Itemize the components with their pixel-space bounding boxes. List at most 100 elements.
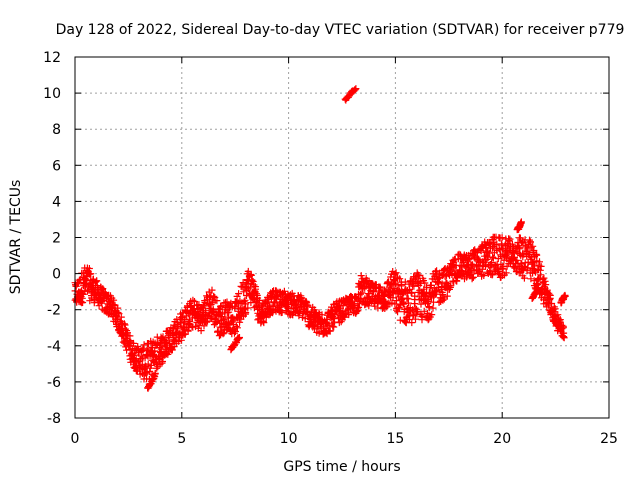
data-point	[93, 282, 101, 290]
data-point	[516, 234, 524, 242]
data-point	[412, 315, 419, 323]
data-point	[266, 301, 274, 309]
data-point	[357, 272, 365, 280]
data-point	[440, 265, 448, 273]
data-point	[213, 297, 221, 305]
data-point	[394, 308, 402, 316]
data-point	[259, 317, 267, 325]
data-point	[354, 304, 362, 312]
data-point	[142, 369, 150, 377]
data-point	[530, 247, 538, 254]
data-point	[253, 290, 260, 298]
data-point	[506, 235, 514, 243]
data-point	[498, 240, 506, 248]
data-point	[530, 262, 538, 270]
data-point	[233, 324, 241, 332]
data-point	[498, 234, 506, 242]
data-point	[421, 279, 429, 287]
data-point	[443, 292, 451, 300]
data-point	[130, 339, 137, 347]
data-point	[231, 329, 238, 337]
data-point	[529, 258, 537, 266]
data-point	[197, 327, 205, 335]
data-point	[200, 322, 208, 330]
data-point	[515, 269, 523, 277]
data-point	[401, 278, 409, 286]
data-point	[560, 333, 568, 341]
data-point	[429, 304, 437, 312]
data-point	[561, 292, 569, 300]
data-point	[329, 322, 337, 330]
data-point	[249, 278, 257, 285]
data-point	[114, 309, 122, 317]
data-point	[260, 319, 268, 327]
data-point	[189, 296, 197, 304]
data-point	[537, 271, 545, 279]
y-tick-label: -2	[47, 303, 61, 319]
data-point	[401, 317, 409, 325]
y-tick-label: -4	[47, 339, 61, 355]
data-point	[272, 287, 280, 295]
data-point	[219, 330, 227, 338]
data-point	[541, 277, 549, 285]
data-point	[513, 256, 521, 264]
data-point	[236, 318, 244, 326]
y-tick-label: 4	[52, 194, 61, 210]
data-point	[383, 303, 391, 311]
data-point	[144, 360, 152, 368]
data-point	[520, 274, 528, 282]
x-tick-label: 15	[386, 431, 404, 447]
data-point	[365, 302, 373, 310]
axis-ticks	[74, 56, 610, 419]
data-point	[363, 293, 371, 301]
y-tick-label: 10	[43, 86, 61, 102]
data-point	[93, 277, 101, 285]
data-point	[140, 341, 148, 349]
data-point	[428, 311, 436, 319]
data-point	[244, 304, 252, 312]
data-point	[121, 321, 129, 329]
data-point	[551, 305, 559, 313]
y-tick-label: 2	[52, 231, 61, 247]
data-point	[358, 289, 366, 297]
data-point	[542, 281, 550, 289]
data-point	[407, 307, 415, 315]
tick-labels: 0 5 10 15 20 25 -8 -6 -4 -2 0 2 4 6 8 10 12	[43, 50, 618, 447]
data-point	[353, 308, 361, 316]
y-tick-label: 8	[52, 122, 61, 138]
x-tick-label: 20	[493, 431, 511, 447]
data-point	[191, 298, 198, 305]
data-point	[399, 298, 407, 306]
data-point	[79, 290, 87, 298]
data-point	[224, 324, 232, 332]
data-point	[537, 262, 545, 270]
x-tick-label: 0	[71, 431, 80, 447]
data-point	[439, 296, 447, 304]
y-tick-label: 6	[52, 158, 61, 174]
x-tick-label: 5	[177, 431, 186, 447]
data-point	[404, 295, 412, 303]
y-tick-label: -8	[47, 411, 61, 427]
data-point	[75, 276, 83, 284]
data-point	[287, 291, 294, 299]
x-tick-label: 25	[600, 431, 618, 447]
data-point	[203, 318, 211, 326]
data-point	[546, 294, 554, 302]
data-point	[527, 238, 534, 246]
data-point	[341, 313, 349, 321]
data-point	[447, 282, 455, 290]
data-point	[232, 322, 240, 330]
data-point	[418, 313, 426, 321]
data-point	[408, 319, 416, 327]
data-point	[208, 286, 216, 294]
data-point	[159, 333, 167, 341]
data-point	[504, 250, 511, 258]
y-tick-label: 0	[52, 267, 61, 283]
data-point	[352, 85, 360, 93]
y-tick-label: -6	[47, 375, 61, 391]
data-point	[376, 284, 384, 292]
data-point	[535, 284, 542, 292]
gridlines	[75, 57, 609, 418]
data-point	[295, 312, 303, 320]
